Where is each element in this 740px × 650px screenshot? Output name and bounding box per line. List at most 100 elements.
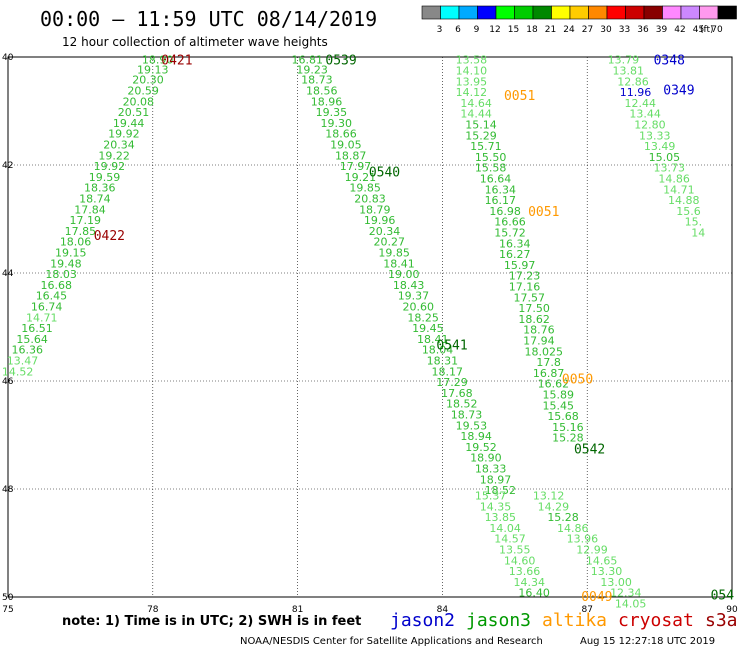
data-point: 18.74 xyxy=(79,192,111,205)
data-point: 18.31 xyxy=(427,354,459,367)
y-tick-label: 40 xyxy=(2,53,14,63)
data-point: 18.06 xyxy=(60,236,92,249)
data-point: 15.50 xyxy=(475,151,507,164)
data-point: 17.85 xyxy=(65,225,97,238)
data-point: 14.10 xyxy=(456,65,488,78)
pass-label: 054 xyxy=(711,588,735,603)
data-point: 14.86 xyxy=(557,522,589,535)
footer-timestamp: Aug 15 12:27:18 UTC 2019 xyxy=(580,636,715,647)
data-point: 18.43 xyxy=(393,279,425,292)
data-point: 18.62 xyxy=(518,313,550,326)
data-point: 17.29 xyxy=(436,376,468,389)
data-point: 17.19 xyxy=(69,214,101,227)
data-point: 17.97 xyxy=(340,160,372,173)
data-point: 15.45 xyxy=(542,399,574,412)
axes: 75 78 81 84 87 90 40 42 44 46 48 50 xyxy=(2,53,738,615)
data-point: 16.68 xyxy=(41,279,73,292)
footer-credit: NOAA/NESDIS Center for Satellite Applica… xyxy=(240,636,543,647)
data-point: 17.94 xyxy=(523,335,555,348)
data-point: 20.08 xyxy=(123,95,155,108)
data-point: 15.68 xyxy=(547,410,579,423)
data-point: 19.35 xyxy=(316,106,348,119)
legend-swatch xyxy=(495,5,515,20)
pass-label: 0348 xyxy=(654,54,685,69)
pass-label: 0050 xyxy=(562,372,593,387)
data-point: 13.33 xyxy=(639,129,671,142)
legend-swatch xyxy=(551,5,571,20)
data-point: 18.52 xyxy=(485,484,517,497)
data-point: 19.05 xyxy=(330,138,362,151)
pass-label: 0051 xyxy=(504,89,535,104)
data-point: 18.17 xyxy=(431,365,463,378)
data-point: 19.59 xyxy=(89,171,121,184)
satellite-name: cryosat xyxy=(618,610,694,631)
data-point: 19.44 xyxy=(113,117,145,130)
data-point: 13.49 xyxy=(644,140,676,153)
data-point: 18.25 xyxy=(407,311,439,324)
data-point: 14.60 xyxy=(504,554,536,567)
data-point: 20.27 xyxy=(374,236,406,249)
data-point: 18.04 xyxy=(422,344,454,357)
data-point: 18.33 xyxy=(475,462,507,475)
legend-label: 36 xyxy=(637,25,649,35)
legend-label: 15 xyxy=(508,25,519,35)
data-point: 19.85 xyxy=(378,246,410,259)
data-point: 15.29 xyxy=(465,129,497,142)
color-legend: 3 6 9 12 15 18 21 24 27 30 33 36 39 42 45 70 xyxy=(421,5,737,35)
satellite-legend: jason2 jason3 altika cryosat s3a xyxy=(390,610,738,631)
data-point: 16.34 xyxy=(499,237,531,250)
pass-label: 0542 xyxy=(574,443,605,458)
legend-label: 39 xyxy=(656,25,668,35)
data-point: 20.34 xyxy=(103,138,135,151)
y-tick-label: 42 xyxy=(2,161,13,171)
data-point: 18.41 xyxy=(383,257,415,270)
x-tick-label: 90 xyxy=(726,605,738,615)
data-point: 17.23 xyxy=(509,270,541,283)
data-point: 15.28 xyxy=(552,432,584,445)
data-point: 16.27 xyxy=(499,248,531,261)
pass-label: 0540 xyxy=(369,165,400,180)
satellite-name: altika xyxy=(542,610,607,631)
x-tick-label: 75 xyxy=(2,605,13,615)
data-point: 18.79 xyxy=(359,203,391,216)
data-point: 11.96 xyxy=(620,86,652,99)
satellite-name: jason2 xyxy=(390,610,455,631)
data-point: 16.51 xyxy=(21,322,53,335)
pass-label: 0422 xyxy=(94,229,125,244)
data-point: 16.62 xyxy=(538,378,570,391)
data-point: 15.14 xyxy=(465,119,497,132)
pass-label: 0539 xyxy=(325,54,356,69)
pass-label: 0541 xyxy=(436,338,467,353)
data-point: 18.87 xyxy=(335,149,367,162)
legend-label: 18 xyxy=(526,25,538,35)
data-point: 19.92 xyxy=(108,128,140,141)
pass-label: 0049 xyxy=(581,590,612,605)
data-point: 18.73 xyxy=(301,74,333,87)
data-point: 13.66 xyxy=(509,565,541,578)
data-point: 14.12 xyxy=(456,86,488,99)
data-point: 16.64 xyxy=(480,173,512,186)
pass-annotations: 0421 0422 0539 0540 0541 0542 054 0051 0051 0050 0… xyxy=(94,54,735,605)
data-point: 14.64 xyxy=(460,97,492,110)
x-tick-label: 78 xyxy=(147,605,159,615)
data-point: 20.51 xyxy=(118,106,150,119)
legend-label: 24 xyxy=(563,25,575,35)
data-point: 16.34 xyxy=(485,183,517,196)
data-point: 19.45 xyxy=(412,322,444,335)
data-point: 19.85 xyxy=(349,182,381,195)
legend-swatch xyxy=(643,5,663,20)
legend-label: 27 xyxy=(582,25,593,35)
data-point: 18.94 xyxy=(460,430,492,443)
data-point: 14.05 xyxy=(615,597,647,610)
data-point: 13.95 xyxy=(456,75,488,88)
legend-swatch xyxy=(514,5,534,20)
legend-label: 9 xyxy=(474,25,480,35)
data-point: 18.03 xyxy=(45,268,77,281)
data-point: 18.025 xyxy=(525,345,564,358)
data-point: 17.50 xyxy=(518,302,550,315)
legend-swatch xyxy=(680,5,700,20)
data-point: 18.90 xyxy=(142,54,174,67)
data-point: 19.00 xyxy=(388,268,420,281)
data-point: 15. xyxy=(685,216,703,229)
data-point: 16.36 xyxy=(12,344,44,357)
